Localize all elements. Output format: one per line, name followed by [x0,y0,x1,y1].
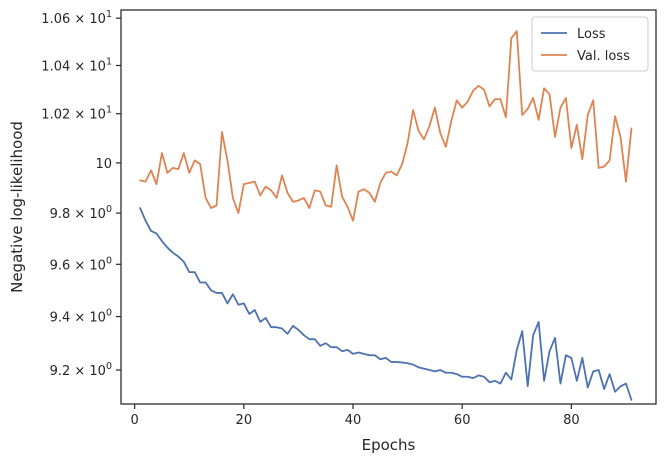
y-tick-label: 1.04 × 101 [41,56,112,74]
x-tick-label: 40 [345,413,362,428]
x-axis: 0 20 40 60 80 [131,404,580,428]
y-axis: 9.2 × 100 9.4 × 100 9.6 × 100 9.8 × 100 10 1.… [41,9,121,379]
legend-label-1: Val. loss [577,49,630,64]
plot-frame [120,9,657,405]
legend: Loss Val. loss [531,16,649,72]
legend-label-0: Loss [577,27,606,42]
x-tick-label: 80 [563,413,580,428]
chart-marks [139,30,633,401]
x-tick-label: 60 [454,413,471,428]
y-tick-label: 9.2 × 100 [50,361,112,379]
series-line-0 [139,207,633,401]
y-tick-label: 1.06 × 101 [41,9,112,27]
y-tick-label: 10 [95,157,112,172]
series-line-1 [139,30,633,222]
y-tick-label: 9.6 × 100 [50,255,112,273]
x-tick-label: 0 [131,413,139,428]
y-tick-label: 1.02 × 101 [41,105,112,123]
y-axis-label: Negative log-likelihood [8,121,26,293]
y-tick-label: 9.4 × 100 [50,308,112,326]
y-tick-label: 9.8 × 100 [50,204,112,222]
x-axis-label: Epochs [362,436,416,454]
x-tick-label: 20 [236,413,253,428]
legend-box [531,16,649,72]
